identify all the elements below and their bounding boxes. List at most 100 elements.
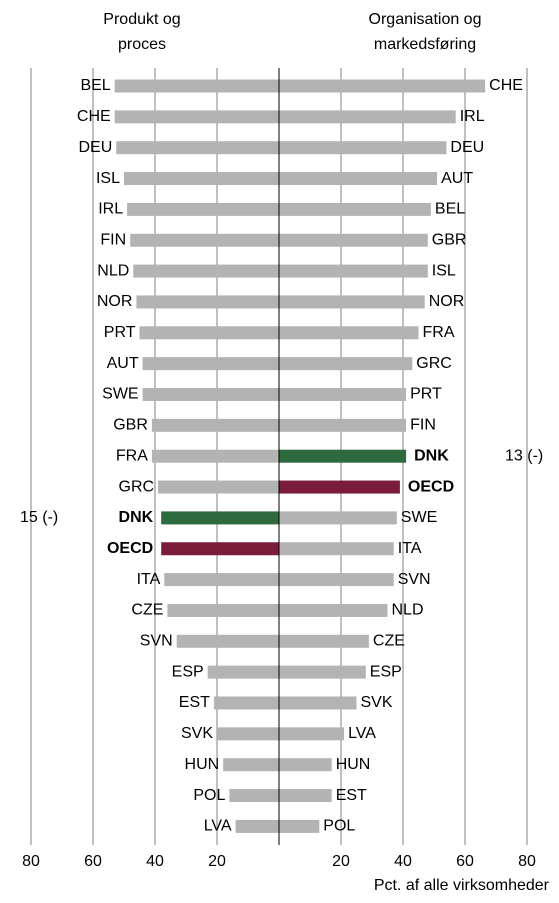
- bar: [151, 418, 279, 432]
- bar: [223, 758, 279, 772]
- x-tick-label: 60: [456, 853, 474, 870]
- bar: [279, 603, 388, 617]
- category-label: NLD: [97, 262, 129, 279]
- category-label: IRL: [98, 201, 123, 218]
- bar: [142, 388, 279, 401]
- category-label: FIN: [100, 231, 126, 248]
- bar: [279, 634, 369, 648]
- bar: [279, 449, 407, 463]
- bar: [116, 141, 279, 155]
- bar: [279, 357, 413, 371]
- axis-label: Pct. af alle virksomheder: [374, 877, 550, 894]
- bar: [279, 480, 400, 494]
- bar: [279, 511, 397, 525]
- bar: [130, 233, 279, 247]
- panel-title: Produkt og: [103, 11, 180, 28]
- bar: [167, 603, 279, 617]
- bar: [279, 326, 419, 340]
- bar: [279, 696, 357, 710]
- category-label: LVA: [204, 818, 232, 835]
- category-label: POL: [193, 787, 225, 804]
- category-label: NOR: [429, 293, 465, 310]
- bar: [161, 511, 279, 525]
- category-label: CHE: [77, 108, 111, 125]
- category-label: SWE: [401, 509, 437, 526]
- bar: [151, 449, 279, 463]
- bar: [124, 172, 279, 186]
- bar: [279, 665, 366, 679]
- category-label: PRT: [104, 324, 136, 341]
- category-label: SVN: [140, 633, 173, 650]
- bar: [142, 357, 279, 371]
- category-label: DNK: [119, 509, 154, 526]
- bar: [133, 264, 279, 278]
- category-label: CHE: [489, 77, 523, 94]
- category-label: LVA: [348, 725, 376, 742]
- x-tick-label: 60: [84, 853, 102, 870]
- category-label: ITA: [398, 540, 422, 557]
- bar: [279, 141, 447, 155]
- category-label: AUT: [441, 170, 473, 187]
- bar: [279, 172, 438, 186]
- bar: [217, 727, 279, 741]
- bar: [213, 696, 279, 710]
- annotation: 15 (-): [20, 509, 58, 526]
- bar: [229, 789, 279, 803]
- bar: [279, 79, 486, 93]
- category-label: OECD: [107, 540, 153, 557]
- category-label: EST: [336, 787, 367, 804]
- category-label: BEL: [435, 201, 465, 218]
- category-label: BEL: [80, 77, 110, 94]
- category-label: PRT: [410, 386, 442, 403]
- x-tick-label: 40: [146, 853, 164, 870]
- category-label: AUT: [107, 355, 139, 372]
- x-tick-label: 80: [518, 853, 536, 870]
- bar: [279, 573, 394, 587]
- bar: [279, 789, 332, 803]
- bar: [114, 79, 279, 93]
- category-label: HUN: [336, 756, 371, 773]
- annotation: 13 (-): [505, 447, 543, 464]
- bar: [279, 110, 456, 124]
- category-label: ISL: [432, 262, 456, 279]
- category-label: GRC: [119, 478, 155, 495]
- category-label: SVN: [398, 571, 431, 588]
- bar: [207, 665, 279, 679]
- category-label: FRA: [116, 447, 148, 464]
- category-label: GBR: [432, 231, 467, 248]
- bar: [176, 634, 279, 648]
- bar: [279, 819, 320, 833]
- category-label: ISL: [96, 170, 120, 187]
- category-label: FRA: [423, 324, 455, 341]
- category-label: ESP: [172, 663, 204, 680]
- bar: [235, 819, 279, 833]
- category-label: IRL: [460, 108, 485, 125]
- category-label: GBR: [113, 417, 148, 434]
- bar: [161, 542, 279, 556]
- bar: [127, 202, 279, 216]
- bar: [279, 418, 407, 432]
- x-tick-label: 20: [332, 853, 350, 870]
- panel-title: markedsføring: [374, 36, 476, 53]
- x-tick-label: 20: [208, 853, 226, 870]
- category-label: EST: [179, 694, 210, 711]
- category-label: HUN: [185, 756, 220, 773]
- category-label: SWE: [102, 386, 138, 403]
- category-label: DEU: [450, 139, 484, 156]
- category-label: DEU: [78, 139, 112, 156]
- bar: [279, 727, 345, 741]
- category-label: SVK: [181, 725, 213, 742]
- category-label: SVK: [361, 694, 393, 711]
- category-label: NLD: [392, 602, 424, 619]
- category-label: CZE: [131, 602, 163, 619]
- bar: [114, 110, 279, 124]
- category-label: DNK: [414, 447, 449, 464]
- bar: [279, 233, 428, 247]
- bar: [136, 295, 279, 309]
- category-label: FIN: [410, 417, 436, 434]
- category-label: CZE: [373, 633, 405, 650]
- bar: [279, 388, 407, 401]
- panel-title: proces: [118, 36, 166, 53]
- category-label: NOR: [97, 293, 133, 310]
